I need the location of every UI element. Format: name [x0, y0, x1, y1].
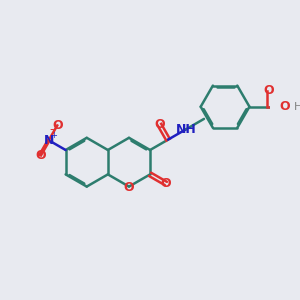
Text: O: O	[154, 118, 165, 131]
Text: -: -	[50, 123, 54, 136]
Text: O: O	[124, 181, 134, 194]
Text: O: O	[52, 119, 63, 132]
Text: O: O	[160, 177, 171, 190]
Text: O: O	[264, 84, 274, 98]
Text: +: +	[50, 131, 57, 140]
Text: H: H	[294, 102, 300, 112]
Text: O: O	[280, 100, 290, 113]
Text: O: O	[35, 148, 46, 161]
Text: NH: NH	[176, 123, 197, 136]
Text: N: N	[44, 134, 54, 147]
